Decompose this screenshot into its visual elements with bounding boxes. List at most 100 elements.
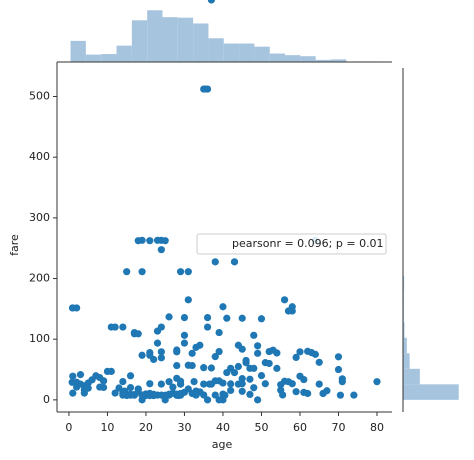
point xyxy=(184,268,192,276)
point xyxy=(107,323,115,331)
point xyxy=(254,396,262,404)
point xyxy=(134,237,142,245)
x-tick-label: 40 xyxy=(216,421,230,434)
age-hist-bar xyxy=(254,46,270,62)
point xyxy=(238,314,246,322)
point xyxy=(177,389,185,398)
fare-hist-bar xyxy=(403,337,407,354)
point xyxy=(207,0,216,4)
point xyxy=(103,367,112,376)
age-hist-bar xyxy=(147,10,163,62)
point xyxy=(153,339,162,347)
point xyxy=(373,378,381,386)
point xyxy=(230,258,239,266)
point xyxy=(157,236,165,244)
point xyxy=(84,384,92,392)
point xyxy=(111,389,119,397)
point xyxy=(315,380,323,388)
point xyxy=(219,303,227,311)
point xyxy=(238,387,246,395)
point xyxy=(296,348,304,356)
point xyxy=(350,391,358,399)
fare-hist-bar xyxy=(403,368,420,385)
point xyxy=(334,365,343,374)
point xyxy=(254,349,262,357)
y-tick-label: 300 xyxy=(29,211,50,224)
age-hist-bar xyxy=(269,53,286,62)
point xyxy=(323,387,331,395)
age-hist-bar xyxy=(85,54,102,62)
point xyxy=(146,237,154,245)
point xyxy=(177,377,185,385)
point xyxy=(334,353,343,361)
age-hist-bar xyxy=(300,56,316,62)
point xyxy=(184,361,192,369)
point xyxy=(230,368,239,377)
x-tick-label: 10 xyxy=(100,421,114,434)
fare-hist-bar xyxy=(403,384,459,400)
point xyxy=(115,384,123,392)
x-tick-label: 30 xyxy=(177,421,191,434)
point xyxy=(296,372,304,380)
point xyxy=(336,391,345,399)
point xyxy=(161,396,169,404)
age-hist-bar xyxy=(239,43,255,62)
x-tick-label: 20 xyxy=(139,421,153,434)
point xyxy=(157,380,165,388)
point xyxy=(134,330,142,338)
point xyxy=(188,349,196,357)
point xyxy=(311,350,319,358)
point xyxy=(150,391,158,399)
point xyxy=(257,315,266,323)
fare-hist-bar xyxy=(403,353,410,369)
point xyxy=(177,268,185,276)
point xyxy=(284,378,293,386)
point xyxy=(76,371,85,379)
point xyxy=(219,379,227,387)
point xyxy=(190,378,198,386)
point xyxy=(173,348,181,356)
point xyxy=(280,296,289,304)
point xyxy=(215,347,223,356)
point xyxy=(300,388,308,397)
point xyxy=(69,372,77,380)
point xyxy=(123,391,131,400)
point xyxy=(192,343,200,351)
point xyxy=(257,371,266,380)
point xyxy=(184,296,192,304)
point xyxy=(292,388,300,396)
point xyxy=(238,375,246,383)
point xyxy=(76,380,85,388)
point xyxy=(150,355,158,364)
point xyxy=(250,364,258,372)
age-hist-bar xyxy=(131,20,148,62)
annotation: pearsonr = 0.096; p = 0.01 xyxy=(232,237,384,250)
x-tick-label: 70 xyxy=(331,421,345,434)
point xyxy=(234,341,242,349)
point xyxy=(338,378,346,386)
point xyxy=(315,358,323,366)
point xyxy=(157,354,165,362)
point xyxy=(227,380,235,388)
age-hist-bar xyxy=(315,59,332,62)
point xyxy=(202,85,210,93)
point xyxy=(279,391,287,399)
point xyxy=(265,359,273,368)
age-hist-bar xyxy=(208,38,224,62)
point xyxy=(99,383,108,392)
point xyxy=(288,307,296,315)
point xyxy=(242,356,250,365)
age-hist-bar xyxy=(193,23,209,62)
point xyxy=(157,348,165,356)
point xyxy=(138,268,146,276)
point xyxy=(254,342,262,350)
y-tick-label: 0 xyxy=(43,393,50,406)
point xyxy=(119,378,127,386)
point xyxy=(203,396,212,404)
y-tick-label: 100 xyxy=(29,332,50,345)
point xyxy=(169,389,177,397)
point xyxy=(119,323,127,331)
age-hist-bar xyxy=(70,40,86,62)
x-tick-label: 0 xyxy=(65,421,72,434)
point xyxy=(234,362,242,371)
